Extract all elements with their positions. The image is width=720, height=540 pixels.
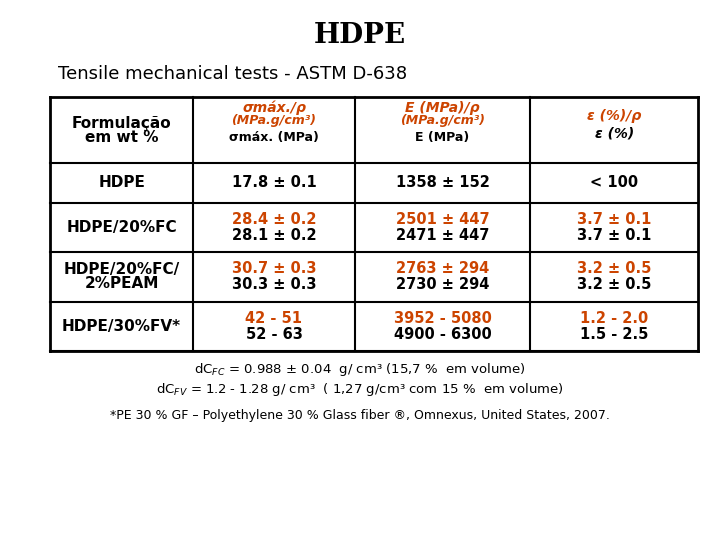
Text: 1358 ± 152: 1358 ± 152 (395, 176, 490, 191)
Text: σmáx. (MPa): σmáx. (MPa) (229, 131, 319, 144)
Text: 2%PEAM: 2%PEAM (84, 276, 159, 291)
Text: HDPE: HDPE (98, 176, 145, 191)
Text: HDPE: HDPE (314, 22, 406, 49)
Text: (MPa.g/cm³): (MPa.g/cm³) (400, 114, 485, 127)
Text: HDPE/30%FV*: HDPE/30%FV* (62, 319, 181, 334)
Text: HDPE/20%FC/: HDPE/20%FC/ (63, 262, 180, 277)
Text: 3952 - 5080: 3952 - 5080 (394, 310, 491, 326)
Text: 30.3 ± 0.3: 30.3 ± 0.3 (232, 278, 316, 292)
Text: (MPa.g/cm³): (MPa.g/cm³) (231, 114, 317, 127)
Text: dC$_{FV}$ = 1.2 - 1.28 g/ cm³  ( 1,27 g/cm³ com 15 %  em volume): dC$_{FV}$ = 1.2 - 1.28 g/ cm³ ( 1,27 g/c… (156, 381, 564, 399)
Text: ε (%)/ρ: ε (%)/ρ (587, 109, 642, 123)
Text: 3.2 ± 0.5: 3.2 ± 0.5 (577, 261, 652, 276)
Text: ε (%): ε (%) (595, 126, 634, 140)
Text: E (MPa)/ρ: E (MPa)/ρ (405, 100, 480, 114)
Text: 17.8 ± 0.1: 17.8 ± 0.1 (232, 176, 316, 191)
Text: 1.5 - 2.5: 1.5 - 2.5 (580, 327, 648, 342)
Text: 3.2 ± 0.5: 3.2 ± 0.5 (577, 278, 652, 292)
Text: 28.4 ± 0.2: 28.4 ± 0.2 (232, 212, 316, 227)
Text: E (MPa): E (MPa) (415, 131, 469, 144)
Text: 30.7 ± 0.3: 30.7 ± 0.3 (232, 261, 316, 276)
Text: 2763 ± 294: 2763 ± 294 (396, 261, 489, 276)
Text: 2730 ± 294: 2730 ± 294 (396, 278, 489, 292)
Text: 3.7 ± 0.1: 3.7 ± 0.1 (577, 228, 652, 243)
Text: 42 - 51: 42 - 51 (246, 310, 302, 326)
Text: HDPE/20%FC: HDPE/20%FC (66, 220, 177, 235)
Text: 1.2 - 2.0: 1.2 - 2.0 (580, 310, 648, 326)
Text: dC$_{FC}$ = 0.988 ± 0.04  g/ cm³ (15,7 %  em volume): dC$_{FC}$ = 0.988 ± 0.04 g/ cm³ (15,7 % … (194, 361, 526, 379)
Text: 52 - 63: 52 - 63 (246, 327, 302, 342)
Text: 4900 - 6300: 4900 - 6300 (394, 327, 491, 342)
Text: *PE 30 % GF – Polyethylene 30 % Glass fiber ®, Omnexus, United States, 2007.: *PE 30 % GF – Polyethylene 30 % Glass fi… (110, 409, 610, 422)
Text: Formulação: Formulação (72, 116, 171, 131)
Text: 2471 ± 447: 2471 ± 447 (396, 228, 489, 243)
Text: em wt %: em wt % (85, 130, 158, 145)
Text: Tensile mechanical tests - ASTM D-638: Tensile mechanical tests - ASTM D-638 (58, 65, 407, 83)
Text: 2501 ± 447: 2501 ± 447 (395, 212, 490, 227)
Text: < 100: < 100 (590, 176, 638, 191)
Text: 28.1 ± 0.2: 28.1 ± 0.2 (232, 228, 316, 243)
Text: 3.7 ± 0.1: 3.7 ± 0.1 (577, 212, 652, 227)
Text: σmáx./ρ: σmáx./ρ (242, 100, 306, 115)
